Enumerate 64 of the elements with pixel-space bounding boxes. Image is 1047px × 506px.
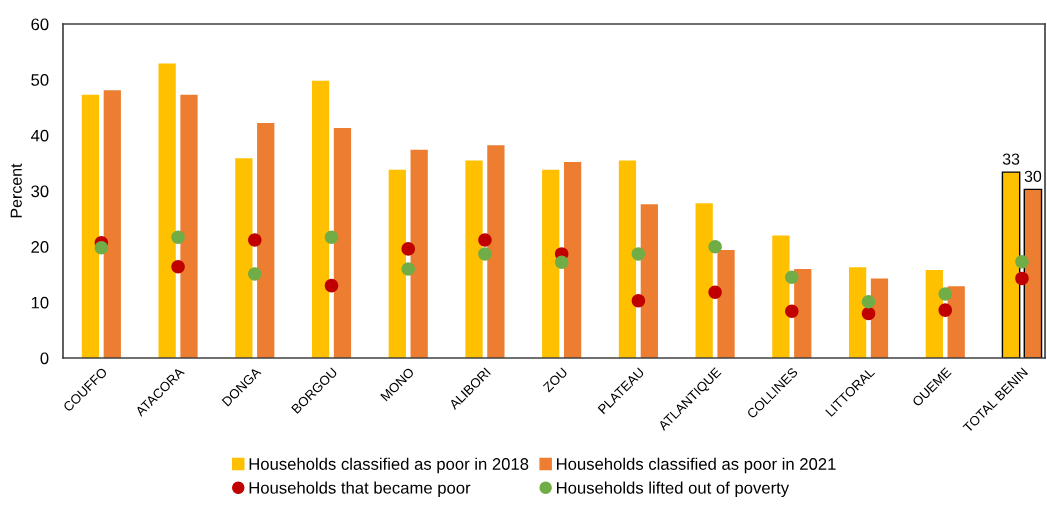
- point: [785, 304, 799, 319]
- bar: [388, 169, 406, 358]
- bar: [1001, 171, 1021, 358]
- bar: [794, 268, 812, 358]
- point: [861, 295, 876, 309]
- point: [861, 306, 876, 321]
- bar: [235, 158, 253, 358]
- bar: [542, 169, 560, 358]
- point: [248, 267, 262, 281]
- bar: [333, 128, 352, 358]
- point: [938, 287, 953, 301]
- bar: [180, 94, 198, 358]
- point: [324, 230, 339, 244]
- point: [478, 233, 492, 247]
- point: [324, 278, 339, 293]
- data-label: 33: [1002, 153, 1020, 165]
- bar: [465, 160, 483, 358]
- bar: [640, 204, 658, 358]
- point: [708, 285, 722, 300]
- bar: [487, 145, 505, 358]
- point: [94, 241, 109, 255]
- y-tick-label: 20: [31, 241, 49, 253]
- legend-label: Households lifted out of poverty: [557, 481, 790, 498]
- bar: [947, 286, 965, 358]
- point: [248, 233, 262, 247]
- point: [631, 247, 646, 261]
- bar: [257, 123, 275, 358]
- bar: [311, 80, 330, 358]
- y-tick-label: 50: [31, 74, 49, 86]
- y-tick-label: 10: [31, 296, 49, 309]
- legend-label: Households that became poor: [249, 481, 471, 498]
- point: [478, 247, 492, 261]
- bar: [618, 160, 637, 358]
- bar: [925, 270, 943, 358]
- bar: [158, 63, 176, 358]
- bar: [772, 235, 790, 358]
- point: [631, 293, 646, 308]
- legend-label: Households classified as poor in 2021: [557, 457, 836, 474]
- point: [401, 262, 415, 276]
- bar: [1023, 188, 1043, 358]
- bar: [870, 278, 889, 358]
- point: [938, 303, 953, 317]
- bar: [410, 149, 428, 358]
- data-label: 30: [1024, 170, 1042, 183]
- bar: [563, 162, 582, 358]
- y-tick-label: 0: [40, 352, 49, 365]
- point: [785, 270, 799, 285]
- point: [1015, 254, 1029, 269]
- point: [171, 259, 185, 274]
- y-tick-label: 30: [31, 185, 49, 198]
- bar: [848, 267, 867, 358]
- point: [1015, 271, 1029, 286]
- y-tick-label: 60: [31, 18, 49, 31]
- point: [708, 239, 722, 254]
- y-axis-title: Percent: [10, 163, 22, 218]
- bar: [717, 250, 735, 358]
- point: [554, 255, 569, 270]
- bar: [81, 94, 100, 358]
- bar: [695, 203, 713, 358]
- point: [401, 242, 415, 256]
- legend-label: Households classified as poor in 2018: [249, 457, 529, 474]
- point: [171, 230, 185, 244]
- bar: [103, 90, 121, 358]
- y-tick-label: 40: [30, 129, 49, 142]
